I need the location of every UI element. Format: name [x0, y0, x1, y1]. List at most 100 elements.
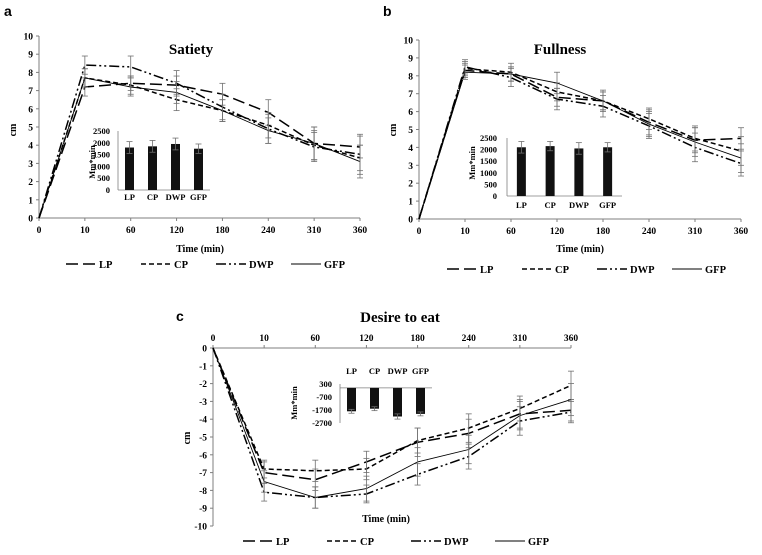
series-line-dwp — [38, 64, 361, 219]
x-tick-label: 0 — [211, 334, 216, 344]
y-tick-label: -5 — [199, 434, 207, 444]
series-line-cp — [212, 347, 572, 472]
legend-label-dwp: DWP — [630, 265, 655, 276]
x-axis-label-c: Time (min) — [362, 514, 410, 525]
y-tick-label: 0 — [408, 216, 413, 226]
inset-category-label: GFP — [412, 366, 429, 376]
inset-y-tick-label: 1000 — [93, 161, 110, 171]
chart-title-fullness: Fullness — [534, 42, 587, 58]
inset-category-label: LP — [346, 366, 357, 376]
x-tick-label: 0 — [37, 226, 42, 236]
y-tick-label: 2 — [408, 180, 413, 190]
x-tick-label: 240 — [261, 226, 276, 236]
panel-letter-c: c — [176, 308, 184, 324]
inset-bar-cp — [148, 146, 157, 190]
chart-title-satiety: Satiety — [169, 42, 214, 58]
legend-label-gfp: GFP — [528, 537, 550, 548]
legend-label-cp: CP — [174, 260, 189, 271]
x-tick-label: 10 — [460, 227, 470, 237]
x-tick-label: 310 — [513, 334, 528, 344]
legend-label-gfp: GFP — [324, 260, 346, 271]
legend-label-gfp: GFP — [705, 265, 727, 276]
inset-y-tick-label: 2000 — [480, 145, 497, 155]
x-tick-label: 310 — [688, 227, 703, 237]
x-tick-label: 10 — [80, 226, 90, 236]
x-tick-label: 360 — [353, 226, 368, 236]
legend-label-cp: CP — [360, 537, 375, 548]
y-tick-label: 7 — [28, 87, 33, 97]
x-tick-label: 60 — [126, 226, 136, 236]
inset-bar-lp — [347, 387, 356, 412]
panel-letter-b: b — [383, 3, 392, 19]
inset-y-label-b: Mm*min — [467, 146, 477, 180]
inset-y-tick-label: 2500 — [93, 126, 110, 136]
inset-bar-gfp — [194, 148, 203, 190]
x-tick-label: 10 — [259, 334, 269, 344]
inset-category-label: DWP — [166, 192, 186, 202]
inset-category-label: LP — [124, 192, 135, 202]
y-tick-label: 8 — [408, 72, 413, 82]
inset-category-label: CP — [369, 366, 380, 376]
y-tick-label: 2 — [28, 178, 33, 188]
inset-y-label-c: Mm*min — [289, 386, 299, 420]
inset-category-label: GFP — [599, 200, 616, 210]
y-axis-label-b: cm — [388, 123, 399, 136]
y-tick-label: 5 — [28, 124, 33, 134]
series-line-lp — [38, 82, 361, 219]
series-line-lp — [418, 69, 742, 220]
y-tick-label: 0 — [202, 345, 207, 355]
y-tick-label: 3 — [408, 162, 413, 172]
series-line-gfp — [418, 71, 742, 220]
y-tick-label: -8 — [199, 487, 207, 497]
x-tick-label: 120 — [359, 334, 374, 344]
y-tick-label: 9 — [408, 54, 413, 64]
chart-title-desire-to-eat: Desire to eat — [360, 310, 440, 326]
legend-label-lp: LP — [276, 537, 290, 548]
inset-y-tick-label: 300 — [319, 379, 332, 389]
series-line-cp — [418, 67, 742, 220]
y-tick-label: 10 — [404, 37, 414, 47]
inset-bar-dwp — [171, 143, 180, 190]
inset-bar-cp — [545, 146, 555, 196]
y-tick-label: -6 — [199, 451, 207, 461]
inset-y-tick-label: 2000 — [93, 138, 110, 148]
inset-y-tick-label: 2500 — [480, 133, 497, 143]
inset-bar-gfp — [416, 387, 425, 414]
y-tick-label: -3 — [199, 398, 207, 408]
x-axis-label-a: Time (min) — [176, 244, 224, 255]
y-tick-label: 9 — [28, 51, 33, 61]
y-tick-label: 6 — [28, 105, 33, 115]
x-tick-label: 240 — [642, 227, 657, 237]
legend-label-lp: LP — [480, 265, 494, 276]
inset-y-tick-label: -700 — [316, 392, 332, 402]
panel-letter-a: a — [4, 3, 12, 19]
x-tick-label: 120 — [550, 227, 565, 237]
inset-y-tick-label: 500 — [484, 179, 497, 189]
inset-bar-dwp — [574, 148, 584, 196]
x-tick-label: 120 — [169, 226, 184, 236]
y-tick-label: 6 — [408, 108, 413, 118]
legend-label-dwp: DWP — [249, 260, 274, 271]
inset-bar-dwp — [393, 387, 402, 417]
inset-category-label: CP — [147, 192, 158, 202]
y-tick-label: 8 — [28, 69, 33, 79]
inset-y-tick-label: 1500 — [480, 156, 497, 166]
y-tick-label: -4 — [199, 416, 207, 426]
y-tick-label: 1 — [28, 196, 33, 206]
legend-label-dwp: DWP — [444, 537, 469, 548]
x-tick-label: 0 — [417, 227, 422, 237]
series-line-gfp — [38, 77, 361, 219]
y-tick-label: -2 — [199, 380, 207, 390]
inset-category-label: GFP — [190, 192, 207, 202]
inset-category-label: DWP — [388, 366, 408, 376]
inset-y-tick-label: 1500 — [93, 150, 110, 160]
inset-y-tick-label: 0 — [493, 191, 497, 201]
inset-y-label-a: Mm*min — [87, 145, 97, 179]
x-tick-label: 60 — [506, 227, 516, 237]
inset-y-tick-label: 1000 — [480, 168, 497, 178]
x-tick-label: 180 — [410, 334, 425, 344]
y-tick-label: 4 — [408, 144, 413, 154]
y-tick-label: 5 — [408, 126, 413, 136]
y-axis-label-c: cm — [182, 431, 193, 444]
